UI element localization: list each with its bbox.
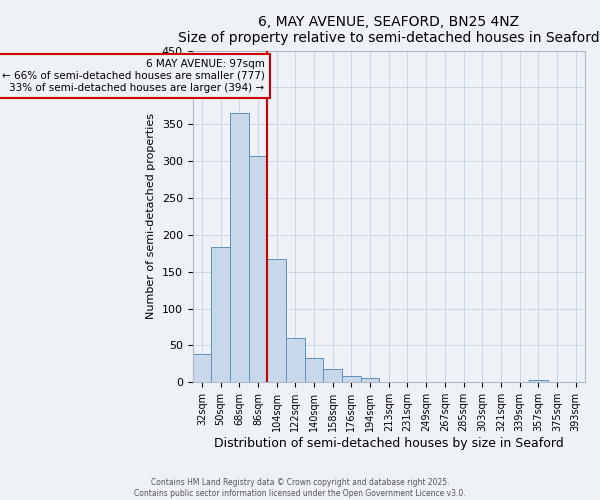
Bar [305, 358, 323, 382]
Bar [248, 156, 268, 382]
Bar [286, 338, 305, 382]
Bar [361, 378, 379, 382]
Bar [211, 248, 230, 382]
Bar [342, 376, 361, 382]
Bar [230, 113, 248, 382]
Y-axis label: Number of semi-detached properties: Number of semi-detached properties [146, 114, 156, 320]
Title: 6, MAY AVENUE, SEAFORD, BN25 4NZ
Size of property relative to semi-detached hous: 6, MAY AVENUE, SEAFORD, BN25 4NZ Size of… [178, 15, 599, 45]
Bar [193, 354, 211, 382]
Text: Contains HM Land Registry data © Crown copyright and database right 2025.
Contai: Contains HM Land Registry data © Crown c… [134, 478, 466, 498]
Bar [323, 369, 342, 382]
Bar [268, 259, 286, 382]
Bar [529, 380, 548, 382]
X-axis label: Distribution of semi-detached houses by size in Seaford: Distribution of semi-detached houses by … [214, 437, 563, 450]
Text: 6 MAY AVENUE: 97sqm
← 66% of semi-detached houses are smaller (777)
33% of semi-: 6 MAY AVENUE: 97sqm ← 66% of semi-detach… [2, 60, 265, 92]
